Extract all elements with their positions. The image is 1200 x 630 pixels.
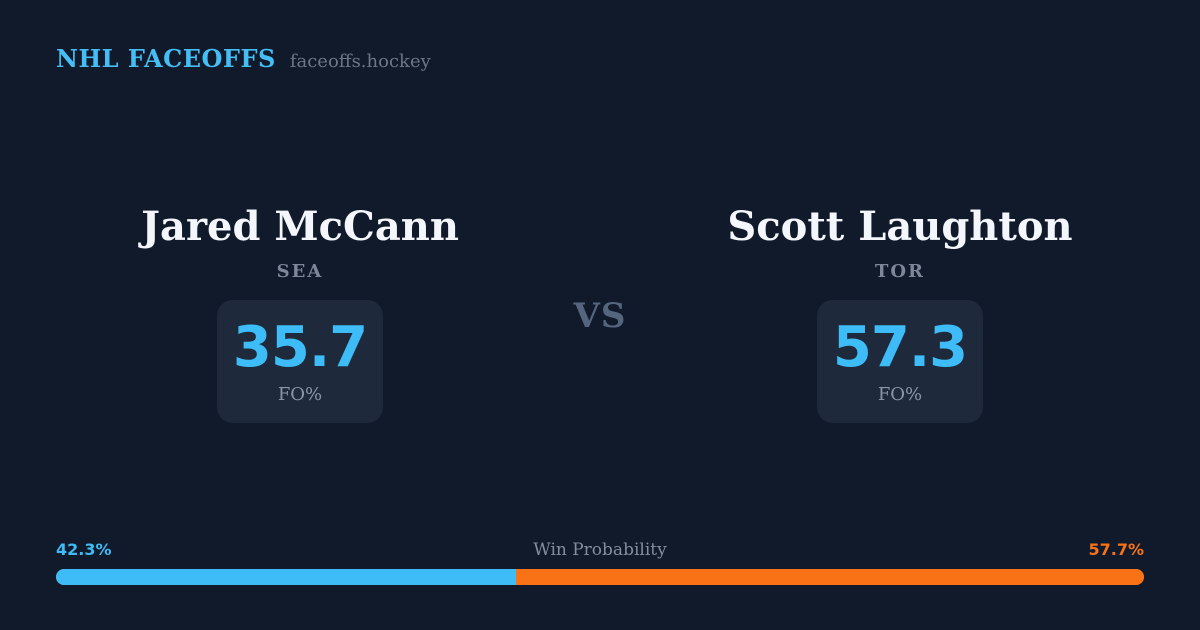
player-card-left: Jared McCann SEA 35.7 FO%: [120, 205, 480, 423]
winprob-pct-left: 42.3%: [56, 540, 112, 559]
brand-logo-text: NHL FACEOFFS: [56, 44, 276, 73]
site-url: faceoffs.hockey: [289, 51, 431, 72]
win-probability-labels: 42.3% Win Probability 57.7%: [56, 540, 1144, 560]
winprob-title: Win Probability: [533, 540, 667, 560]
player-card-right: Scott Laughton TOR 57.3 FO%: [720, 205, 1080, 423]
stat-card-left: 35.7 FO%: [217, 300, 383, 423]
vs-label: VS: [573, 296, 627, 336]
winprob-bar-left-segment: [56, 569, 517, 585]
player-team-right: TOR: [874, 261, 926, 282]
stat-label-right: FO%: [877, 384, 923, 405]
winprob-bar-right-segment: [516, 569, 1144, 585]
win-probability-section: 42.3% Win Probability 57.7%: [56, 540, 1144, 585]
player-name-right: Scott Laughton: [727, 203, 1073, 250]
stat-value-left: 35.7: [232, 315, 368, 380]
header: NHL FACEOFFS faceoffs.hockey: [56, 44, 431, 73]
stat-value-right: 57.3: [832, 315, 968, 380]
player-team-left: SEA: [276, 261, 324, 282]
winprob-bar: [56, 569, 1144, 585]
stat-label-left: FO%: [277, 384, 323, 405]
winprob-pct-right: 57.7%: [1088, 540, 1144, 559]
player-name-left: Jared McCann: [141, 203, 459, 250]
stat-card-right: 57.3 FO%: [817, 300, 983, 423]
